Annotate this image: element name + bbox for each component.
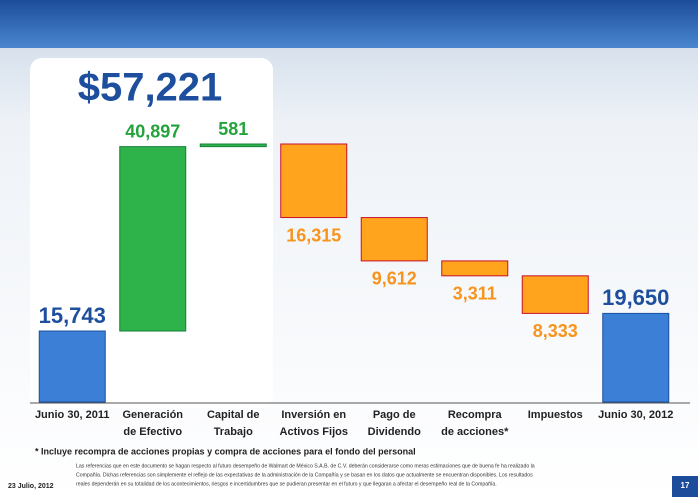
x-tick-label: Activos Fijos (280, 426, 348, 438)
x-tick-label: de acciones* (441, 426, 509, 438)
disclaimer: Las referencias que en este documento se… (76, 463, 535, 469)
value-label: 9,612 (372, 269, 417, 289)
bar (199, 143, 267, 148)
bar (360, 217, 428, 262)
value-label: 581 (218, 119, 248, 139)
x-tick-label: Capital de (207, 409, 260, 421)
x-tick-label: Junio 30, 2011 (35, 409, 110, 421)
disclaimer: Compañía. Dichas referencias son simplem… (76, 472, 533, 478)
page-badge (672, 476, 698, 497)
x-tick-label: Impuestos (528, 409, 583, 421)
bar (280, 143, 348, 219)
value-label: 16,315 (286, 225, 341, 245)
disclaimer: reales dependerán en su totalidad de los… (76, 481, 497, 487)
x-tick-label: Trabajo (214, 426, 253, 438)
footnote: * Incluye recompra de acciones propias y… (35, 446, 416, 456)
x-tick-label: Junio 30, 2012 (598, 409, 673, 421)
bar (38, 330, 106, 403)
bar (119, 146, 187, 332)
annotation: $57,221 (78, 66, 223, 110)
date: 23 Julio, 2012 (8, 483, 54, 490)
value-label: 8,333 (533, 321, 578, 341)
x-tick-label: Recompra (448, 409, 503, 421)
bar (602, 312, 670, 403)
x-tick-label: Pago de (373, 409, 416, 421)
x-tick-label: Inversión en (281, 409, 346, 421)
header-band (0, 0, 698, 48)
bar (521, 275, 589, 314)
bar (441, 260, 509, 277)
value-label: 3,311 (453, 284, 497, 304)
x-tick-label: Dividendo (368, 426, 421, 438)
page-number: 17 (681, 481, 690, 490)
x-tick-label: de Efectivo (123, 426, 182, 438)
value-label: 15,743 (39, 303, 106, 328)
value-label: 40,897 (125, 121, 180, 141)
x-tick-label: Generación (122, 409, 183, 421)
value-label: 19,650 (602, 285, 669, 310)
